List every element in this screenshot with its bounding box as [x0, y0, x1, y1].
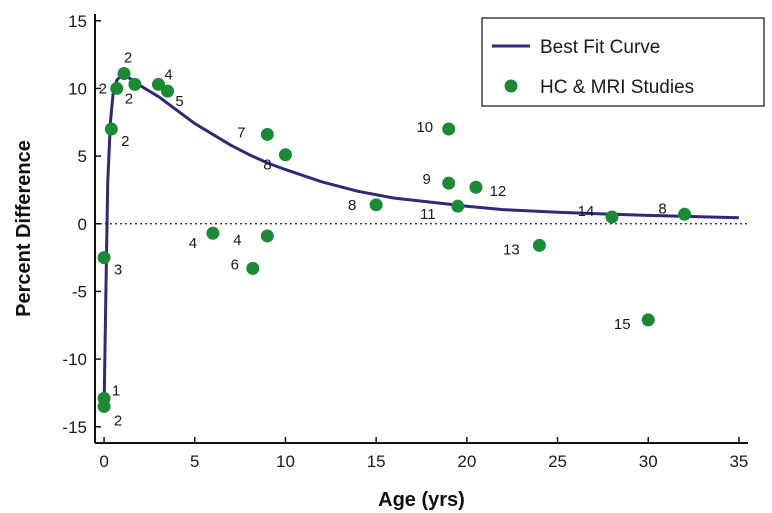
legend: Best Fit Curve HC & MRI Studies [481, 17, 765, 107]
x-tick-label: 20 [457, 452, 476, 471]
y-axis-title: Percent Difference [13, 140, 35, 317]
x-axis-title: Age (yrs) [378, 489, 465, 511]
data-point [442, 122, 456, 136]
study-label: 5 [175, 93, 183, 110]
study-label: 4 [164, 66, 172, 83]
data-point [206, 226, 220, 240]
study-label: 15 [614, 316, 631, 333]
study-label: 2 [99, 80, 107, 97]
study-label: 13 [503, 241, 520, 258]
y-tick-label: -5 [72, 282, 87, 301]
legend-point-swatch [504, 79, 518, 93]
y-tick-label: 10 [68, 79, 87, 98]
x-tick-label: 0 [99, 452, 108, 471]
legend-curve-label: Best Fit Curve [540, 37, 660, 58]
y-tick-label: 15 [68, 12, 87, 31]
study-label: 12 [490, 183, 507, 200]
x-tick-label: 35 [729, 452, 748, 471]
data-point [246, 261, 260, 275]
legend-box [481, 17, 765, 107]
y-tick-label: 5 [78, 147, 87, 166]
y-tick-label: -15 [62, 418, 87, 437]
x-tick-label: 25 [548, 452, 567, 471]
y-tick-label: 0 [78, 215, 87, 234]
study-label: 7 [237, 124, 245, 141]
data-point [104, 122, 118, 136]
study-label: 2 [121, 133, 129, 150]
legend-points-label: HC & MRI Studies [540, 77, 694, 98]
data-point [161, 84, 175, 98]
study-label: 11 [420, 206, 436, 223]
data-point [369, 198, 383, 212]
data-point [260, 127, 274, 141]
data-point [260, 229, 274, 243]
study-label: 1 [112, 382, 120, 399]
data-point [469, 180, 483, 194]
data-point [442, 176, 456, 190]
x-tick-label: 5 [190, 452, 199, 471]
data-point [97, 399, 111, 413]
study-label: 4 [233, 232, 241, 249]
x-tick-label: 15 [367, 452, 386, 471]
study-label: 8 [658, 200, 666, 217]
x-tick-label: 30 [639, 452, 658, 471]
data-point [278, 148, 292, 162]
study-label: 6 [231, 256, 239, 273]
study-label: 8 [263, 157, 271, 174]
points-layer [97, 67, 692, 413]
study-label: 3 [114, 262, 122, 279]
data-point [117, 67, 131, 81]
x-tick-label: 10 [276, 452, 295, 471]
study-label: 2 [114, 412, 122, 429]
data-point [110, 81, 124, 95]
data-point [97, 251, 111, 265]
study-label: 4 [189, 235, 197, 252]
data-point [532, 238, 546, 252]
data-point [641, 313, 655, 327]
study-label: 10 [416, 119, 433, 136]
y-tick-label: -10 [62, 350, 87, 369]
study-label: 2 [125, 90, 133, 107]
data-point [605, 210, 619, 224]
study-label: 8 [348, 197, 356, 214]
data-point [128, 77, 142, 91]
data-point [451, 199, 465, 213]
study-label: 9 [423, 171, 431, 188]
study-label: 2 [124, 50, 132, 67]
study-label: 14 [578, 203, 595, 220]
data-point [151, 77, 165, 91]
data-point [678, 207, 692, 221]
